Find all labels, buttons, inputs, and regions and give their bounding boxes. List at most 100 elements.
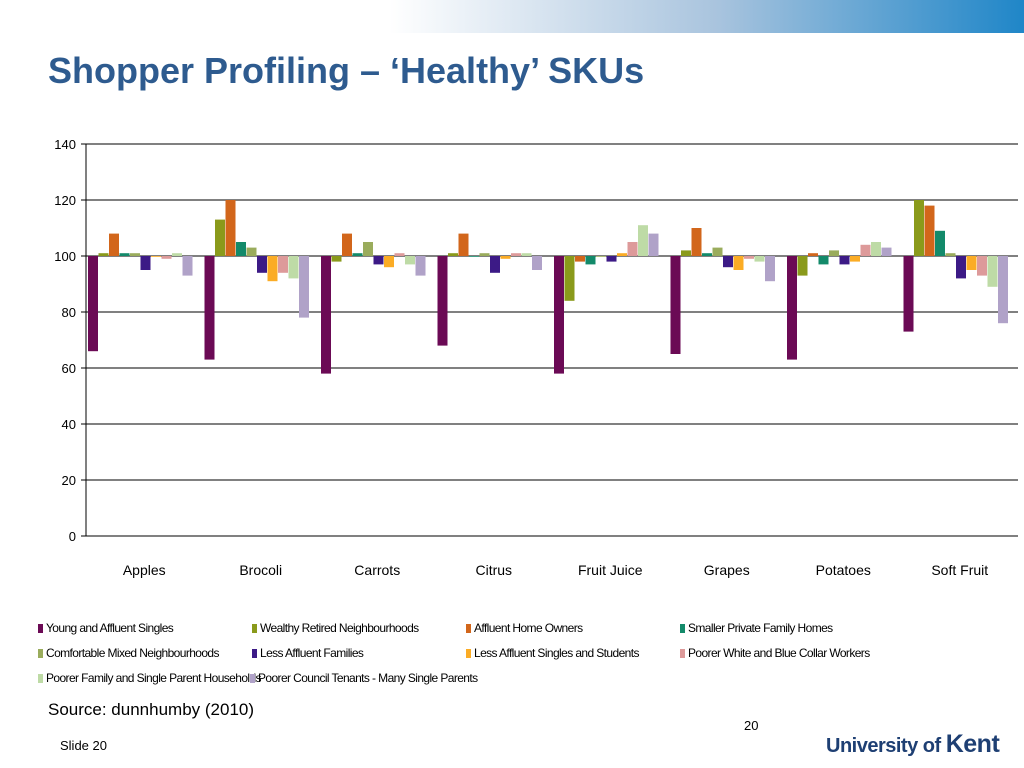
legend-label: Less Affluent Families [260,646,364,660]
bar [458,233,469,256]
y-tick-label: 40 [62,417,76,432]
bar [225,200,236,256]
category-labels: Apples Brocoli Carrots Citrus Fruit Juice Gra… [123,562,988,578]
bar-chart: 0 20 40 60 80 100 120 140 Apples Brocoli Carrots C… [54,137,1018,578]
legend-item: Poorer Council Tenants - Many Single Par… [250,671,478,685]
bar [638,225,648,256]
page-number: 20 [744,718,759,733]
bar [860,244,871,256]
legend-item: Comfortable Mixed Neighbourhoods [38,646,220,660]
bar [754,256,765,262]
legend-item: Wealthy Retired Neighbourhoods [252,621,419,635]
bar [839,256,850,265]
y-tick-label: 20 [62,473,76,488]
bar [596,256,606,257]
bar [257,256,267,273]
header-gradient-band [0,0,1024,33]
bar [787,256,797,360]
bar [98,253,109,256]
bar [511,253,521,256]
bar [691,228,702,256]
bar [246,247,257,256]
bar [140,256,151,270]
bar [299,256,309,318]
bar [521,253,532,256]
bar [437,256,448,346]
legend-swatch [252,623,257,633]
bar [321,256,331,374]
bar [681,250,691,256]
legend-label: Less Affluent Singles and Students [474,646,639,660]
legend-item: Affluent Home Owners [466,621,583,635]
bar [88,256,98,352]
bar [850,256,860,262]
legend-item: Less Affluent Singles and Students [466,646,639,660]
bar [172,253,182,256]
category-label: Carrots [354,562,400,578]
bar [415,256,426,276]
legend-label: Comfortable Mixed Neighbourhoods [46,646,220,660]
legend-swatch [680,623,685,633]
bar [733,256,744,270]
bar [945,253,956,256]
bar [331,256,342,262]
bar [394,253,405,256]
bar [363,242,373,256]
bar [966,256,977,270]
bar [342,233,352,256]
bar [130,253,140,256]
legend-label: Affluent Home Owners [474,621,583,635]
bar [384,256,394,268]
bar [204,256,215,360]
legend-swatch [680,648,685,658]
bar [670,256,681,354]
bar [182,256,193,276]
legend-item: Young and Affluent Singles [38,621,174,635]
bar [606,256,617,262]
bar [373,256,384,265]
bar [500,256,511,259]
bar [924,205,935,256]
legend-item: Smaller Private Family Homes [680,621,833,635]
bar [532,256,542,270]
university-logo: University of Kent [826,730,1000,759]
legend-label: Poorer White and Blue Collar Workers [688,646,870,660]
bar [288,256,299,279]
bar [998,256,1008,324]
bar [267,256,278,282]
category-label: Potatoes [816,562,871,578]
legend-swatch [250,673,255,683]
bar [935,230,945,256]
legend-item: Poorer White and Blue Collar Workers [680,646,870,660]
category-label: Grapes [704,562,750,578]
slide-label: Slide 20 [60,738,107,753]
bar [914,200,924,256]
legend-swatch [38,623,43,633]
legend-label: Smaller Private Family Homes [688,621,833,635]
bar [405,256,415,265]
bar [617,253,627,256]
bar [215,219,225,256]
bar [236,242,246,256]
category-label: Apples [123,562,166,578]
bar [818,256,829,265]
bar [109,233,119,256]
logo-name: Kent [945,730,1000,758]
y-tick-label: 80 [62,305,76,320]
bar [490,256,500,273]
bar [723,256,733,268]
category-label: Citrus [475,562,512,578]
bar [119,253,130,256]
y-axis-ticks: 0 20 40 60 80 100 120 140 [54,137,76,544]
bar [648,233,659,256]
category-label: Soft Fruit [931,562,988,578]
bar [712,247,723,256]
bar [448,253,458,256]
gridlines [81,143,1018,537]
bar [554,256,564,374]
bar [956,256,966,279]
bar [765,256,775,282]
y-tick-label: 100 [54,249,76,264]
legend-item: Poorer Family and Single Parent Househol… [38,671,262,685]
y-tick-label: 60 [62,361,76,376]
